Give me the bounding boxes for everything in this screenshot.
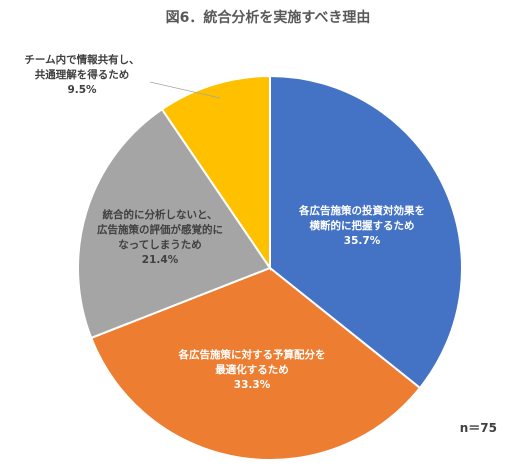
slice-value-4: 9.5% [67,84,97,96]
slice-label-1-line-2: 横断的に把握するため [310,219,415,232]
slice-value-1: 35.7% [344,235,381,247]
pie-slice-4 [160,74,271,272]
pie-slice-2 [89,266,422,461]
sample-size-note: n＝75 [460,421,497,435]
slice-label-3-line-2: 広告施策の評価が感覚的に [97,223,223,236]
slice-label-3-line-3: なってしまうため [118,239,201,251]
chart-title: 図6．統合分析を実施すべき理由 [166,9,371,26]
pie-slice-1 [269,74,463,390]
leader-line [149,81,221,99]
pie-slices [77,74,463,461]
slice-label-4-line-1: チーム内で情報共有し、 [24,53,139,66]
pie-slice-3 [77,107,272,340]
slice-label-1-line-1: 各広告施策の投資対効果を [298,204,425,217]
slice-label-2-line-2: 最適化するため [215,363,289,376]
slice-label-3-line-1: 統合的に分析しないと、 [102,208,217,221]
slice-value-3: 21.4% [142,254,179,266]
slice-value-2: 33.3% [234,379,271,391]
slice-label-4-line-2: 共通理解を得るため [35,68,130,81]
slice-label-2-line-1: 各広告施策に対する予算配分を [178,348,326,361]
